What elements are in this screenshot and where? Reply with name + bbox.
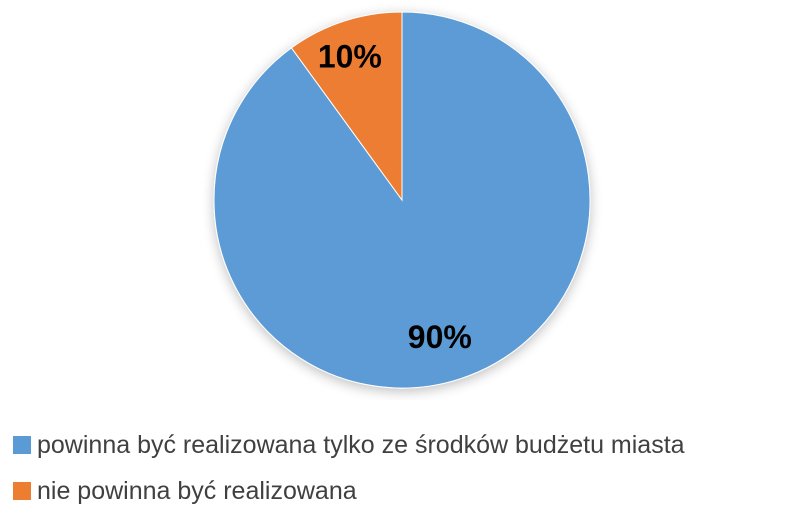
- legend-swatch: [13, 482, 31, 500]
- slice-data-label: 10%: [318, 38, 382, 74]
- legend-label: nie powinna być realizowana: [37, 476, 357, 505]
- chart-legend: powinna być realizowana tylko ze środków…: [13, 422, 685, 514]
- legend-swatch: [13, 436, 31, 454]
- legend-label: powinna być realizowana tylko ze środków…: [37, 430, 685, 459]
- pie-slice: [290, 11, 403, 202]
- pie-chart: 90% 10%: [213, 11, 591, 389]
- slice-data-label: 90%: [408, 319, 472, 355]
- legend-item: powinna być realizowana tylko ze środków…: [13, 422, 685, 468]
- legend-item: nie powinna być realizowana: [13, 468, 685, 514]
